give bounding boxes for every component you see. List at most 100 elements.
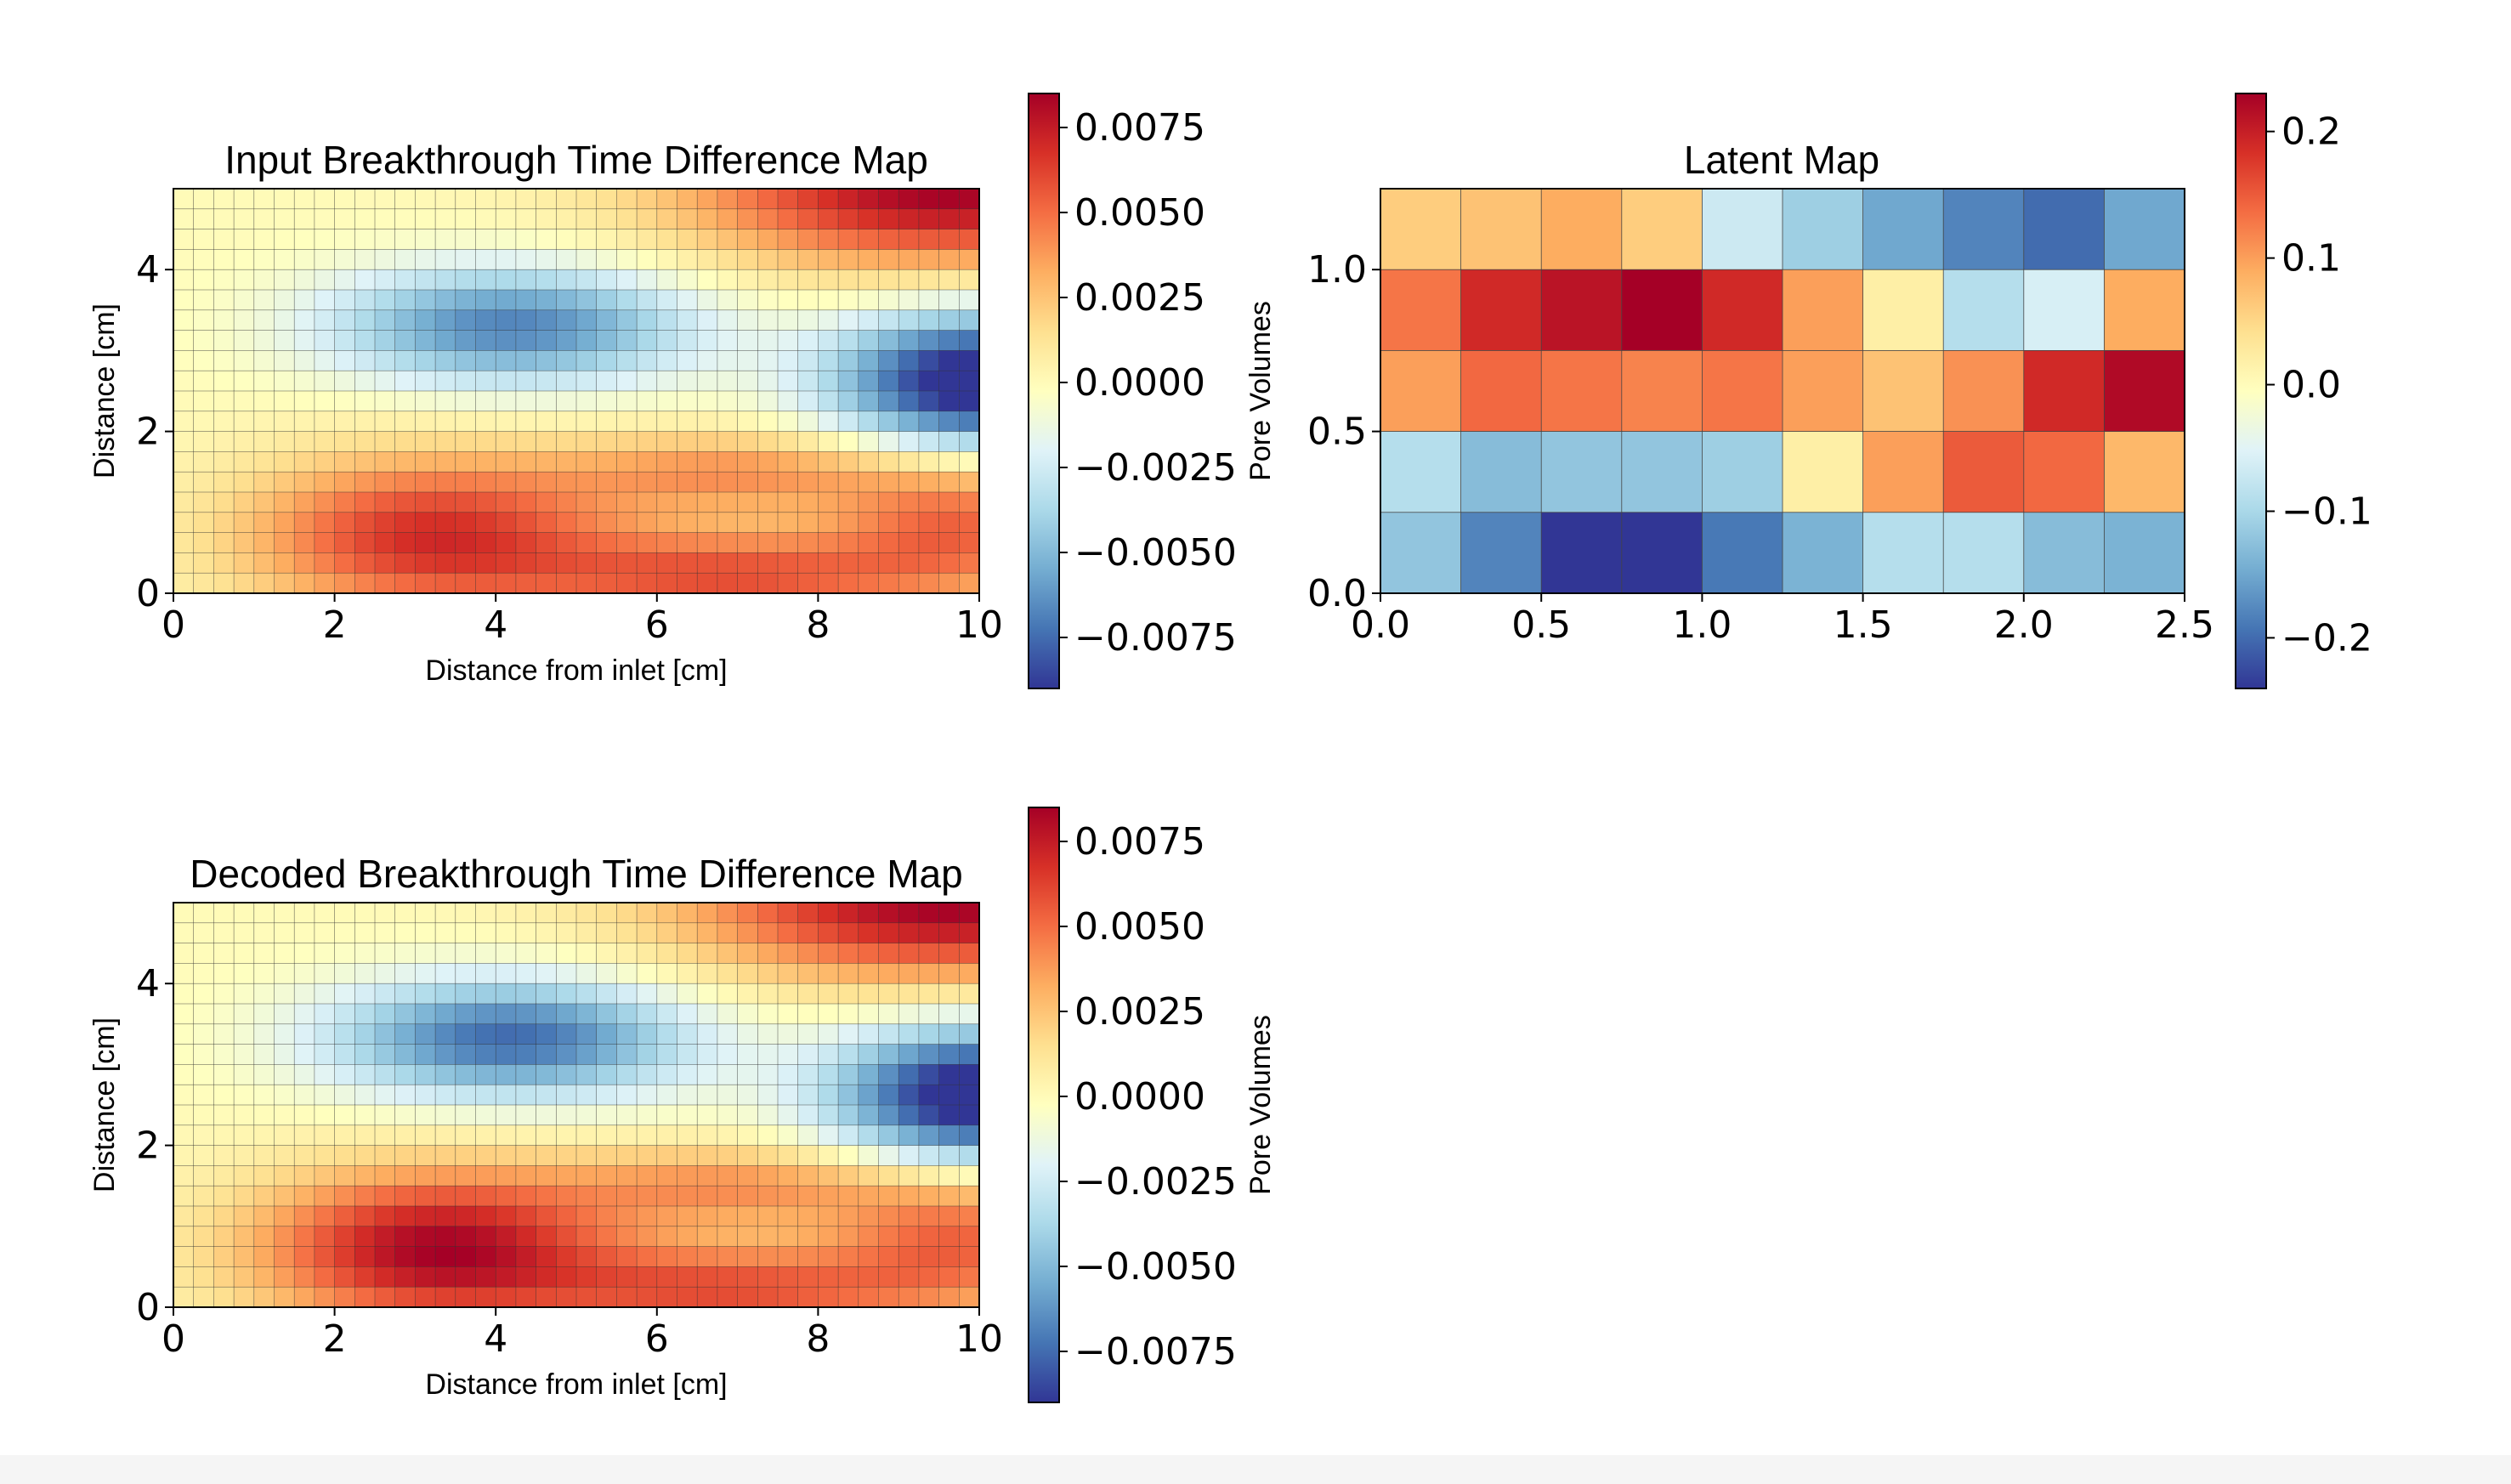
heatmap-cell <box>837 229 859 251</box>
heatmap-cell <box>656 572 678 594</box>
heatmap-cell <box>797 471 819 493</box>
heatmap-cell <box>314 902 336 924</box>
heatmap-cell <box>757 229 779 251</box>
heatmap-cell <box>274 902 295 924</box>
heatmap-cell <box>555 431 577 453</box>
heatmap-cell <box>314 983 336 1005</box>
heatmap-cell <box>636 1044 658 1066</box>
heatmap-cell <box>2103 269 2185 352</box>
heatmap-cell <box>213 983 235 1005</box>
x-tick-label: 2.0 <box>1994 603 2054 647</box>
heatmap-cell <box>858 532 880 554</box>
heatmap-cell <box>495 1003 517 1025</box>
heatmap-cell <box>536 1084 557 1106</box>
heatmap-cell <box>274 249 295 270</box>
heatmap-cell <box>777 309 799 331</box>
heatmap-cell <box>415 1003 436 1025</box>
heatmap-cell <box>636 350 658 371</box>
heatmap-cell <box>918 963 940 984</box>
heatmap-cell <box>656 1003 678 1025</box>
heatmap-cell <box>878 532 899 554</box>
heatmap-cell <box>677 1246 698 1268</box>
heatmap-cell <box>636 1023 658 1045</box>
heatmap-cell <box>475 983 496 1005</box>
heatmap-cell <box>293 943 315 965</box>
heatmap-cell <box>415 552 436 574</box>
heatmap-cell <box>1380 349 1462 433</box>
heatmap-cell <box>696 330 718 352</box>
heatmap-cell <box>354 983 376 1005</box>
heatmap-cell <box>797 1246 819 1268</box>
heatmap-cell <box>334 1124 356 1147</box>
heatmap-cell <box>818 208 839 230</box>
heatmap-cell <box>818 1064 839 1085</box>
heatmap-cell <box>394 1165 417 1187</box>
heatmap-cell <box>394 1226 417 1248</box>
heatmap-cell <box>1621 349 1703 433</box>
heatmap-cell <box>213 390 235 412</box>
heatmap-cell <box>656 309 678 331</box>
heatmap-cell <box>253 309 275 331</box>
heatmap-cell <box>818 963 839 984</box>
heatmap-cell <box>515 532 537 554</box>
heatmap-cell <box>475 1003 496 1025</box>
heatmap-cell <box>677 1104 698 1126</box>
heatmap-cell <box>737 188 758 210</box>
heatmap-cell <box>898 1023 920 1045</box>
heatmap-cell <box>314 491 336 513</box>
heatmap-cell <box>918 572 940 594</box>
heatmap-cell <box>274 1044 295 1066</box>
heatmap-cell <box>434 943 456 965</box>
heatmap-cell <box>253 983 275 1005</box>
heatmap-cell <box>334 289 356 311</box>
heatmap-cell <box>818 512 839 534</box>
heatmap-cell <box>737 552 758 574</box>
heatmap-cell <box>717 330 739 352</box>
heatmap-cell <box>334 1003 356 1025</box>
heatmap-cell <box>677 330 698 352</box>
heatmap-cell <box>717 1003 739 1025</box>
heatmap-cell <box>173 1064 195 1085</box>
heatmap-cell <box>434 1044 456 1066</box>
heatmap-cell <box>495 411 517 433</box>
heatmap-cell <box>213 1124 235 1147</box>
heatmap-cell <box>938 1205 960 1227</box>
heatmap-cell <box>959 350 980 371</box>
heatmap-cell <box>193 309 215 331</box>
heatmap-cell <box>837 491 859 513</box>
heatmap-cell <box>193 1185 215 1207</box>
heatmap-cell <box>354 1104 376 1126</box>
heatmap-cell <box>515 1185 537 1207</box>
heatmap-cell <box>596 471 618 493</box>
heatmap-cell <box>696 491 718 513</box>
heatmap-cell <box>575 552 598 574</box>
heatmap-cell <box>455 1064 477 1085</box>
heatmap-cell <box>596 229 618 251</box>
heatmap-cell <box>918 491 940 513</box>
heatmap-cell <box>717 512 739 534</box>
heatmap-cell <box>415 1124 436 1147</box>
heatmap-cell <box>354 330 376 352</box>
heatmap-cell <box>495 1084 517 1106</box>
heatmap-cell <box>213 1286 235 1308</box>
heatmap-cell <box>374 330 396 352</box>
heatmap-cell <box>455 1226 477 1248</box>
heatmap-cell <box>636 229 658 251</box>
heatmap-cell <box>677 1044 698 1066</box>
heatmap-cell <box>596 269 618 291</box>
heatmap-cell <box>596 532 618 554</box>
heatmap-cell <box>898 1003 920 1025</box>
heatmap-cell <box>837 1064 859 1085</box>
heatmap-cell <box>394 963 417 984</box>
heatmap-cell <box>515 1104 537 1126</box>
heatmap-cell <box>334 902 356 924</box>
heatmap-cell <box>1621 269 1703 352</box>
heatmap-cell <box>818 431 839 453</box>
heatmap-cell <box>777 411 799 433</box>
heatmap-cell <box>455 188 477 210</box>
heatmap-cell <box>757 532 779 554</box>
heatmap-cell <box>616 330 638 352</box>
heatmap-cell <box>818 1226 839 1248</box>
heatmap-cell <box>636 902 658 924</box>
heatmap-cell <box>374 963 396 984</box>
